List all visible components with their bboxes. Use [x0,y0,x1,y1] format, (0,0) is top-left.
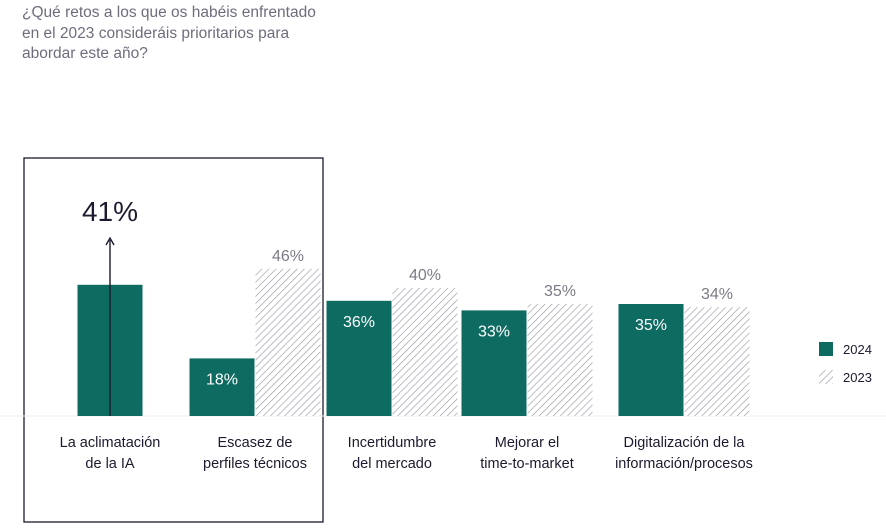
category-label: time-to-market [480,456,573,472]
value-label-2023: 40% [409,267,441,284]
bar-2024 [618,304,684,416]
bar-2023 [527,304,593,416]
category-label: La aclimatación [60,435,161,451]
value-label-2024: 33% [478,323,510,340]
bar-2024 [461,310,527,416]
highlight-value-label: 41% [82,196,138,227]
category-label: Incertidumbre [348,435,437,451]
legend-label-2024: 2024 [843,342,872,357]
category-label: información/procesos [615,456,753,472]
value-label-2023: 46% [272,248,304,265]
value-label-2023: 34% [701,286,733,303]
category-label: del mercado [352,456,432,472]
category-label: de la IA [85,456,134,472]
category-label: Mejorar el [495,435,559,451]
value-label-2024: 18% [206,371,238,388]
bar-2024 [189,358,255,416]
chart-question: ¿Qué retos a los que os habéis enfrentad… [22,4,316,62]
bar-2023 [392,288,458,416]
bar-2023 [255,268,321,416]
category-label: Escasez de [218,435,293,451]
value-label-2024: 36% [343,314,375,331]
legend-label-2023: 2023 [843,370,872,385]
category-label: perfiles técnicos [203,456,307,472]
value-label-2024: 35% [635,317,667,334]
value-label-2023: 35% [544,283,576,300]
category-label: Digitalización de la [624,435,746,451]
bar-2023 [684,307,750,416]
legend-swatch-2024 [819,342,833,356]
arrow-head [105,236,115,246]
legend-swatch-2023 [819,370,833,384]
highlight-frame [23,157,324,523]
bar-2024 [326,300,392,416]
